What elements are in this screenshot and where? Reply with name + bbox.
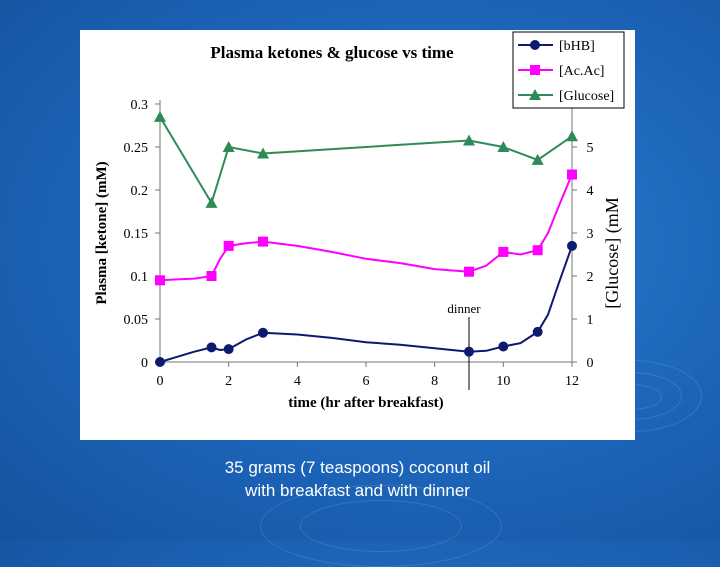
y2-tick-label: 2 [587, 270, 594, 285]
x-tick-label: 2 [225, 374, 232, 389]
y2-tick-label: 0 [587, 356, 594, 371]
x-axis-label: time (hr after breakfast) [288, 395, 443, 411]
x-tick-label: 4 [294, 374, 301, 389]
y2-tick-label: 4 [587, 184, 594, 199]
y-tick-label: 0.25 [124, 141, 149, 156]
legend-marker-3 [529, 89, 541, 100]
series-1-point [155, 357, 165, 367]
series-2-point [223, 240, 234, 251]
legend-label-3: [Glucose] [559, 89, 614, 104]
series-1-point [498, 341, 509, 352]
series-2-point [532, 245, 543, 256]
series-line-1 [159, 245, 573, 363]
y-tick-label: 0.2 [131, 184, 149, 199]
caption-line-2: with breakfast and with dinner [245, 481, 470, 500]
series-3-point [566, 130, 578, 142]
series-3-point [257, 147, 269, 159]
series-1-point [258, 327, 268, 338]
y-tick-label: 0 [141, 356, 148, 371]
series-3-point [154, 110, 166, 122]
y-tick-label: 0.05 [124, 313, 149, 328]
legend-marker-1 [530, 40, 540, 50]
legend-label-1: [bHB] [559, 39, 595, 54]
x-tick-label: 10 [496, 374, 510, 389]
series-2-point [464, 266, 474, 277]
y-tick-label: 0.3 [131, 98, 149, 113]
series-line-2 [159, 174, 573, 282]
series-1-point [223, 344, 234, 355]
x-tick-label: 12 [565, 374, 579, 389]
series-3-point [497, 141, 510, 152]
series-line-3 [159, 116, 573, 204]
y2-tick-label: 1 [587, 313, 594, 328]
x-tick-label: 6 [363, 374, 370, 389]
y-axis-label: Plasma [ketone] (mM) [94, 161, 110, 304]
series-1-point [206, 342, 217, 353]
y-tick-label: 0.15 [124, 227, 149, 242]
caption-line-1: 35 grams (7 teaspoons) coconut oil [224, 458, 491, 477]
x-tick-label: 8 [431, 374, 438, 389]
y2-axis-label: [Glucose] (mM [602, 197, 623, 308]
chart-panel: Plasma ketones & glucose vs time 0 2 4 6 8 10 1… [80, 30, 635, 440]
chart-title: Plasma ketones & glucose vs time [210, 43, 454, 62]
series-2-point [258, 236, 268, 247]
series-3-point [531, 153, 544, 165]
series-2-point [567, 169, 577, 180]
series-1-point [464, 346, 474, 357]
series-1-point [532, 326, 543, 337]
series-2-point [206, 271, 217, 281]
series-2-point [155, 275, 165, 286]
legend-label-2: [Ac.Ac] [559, 64, 604, 79]
series-3-point [205, 196, 218, 208]
series-3-point [222, 141, 235, 152]
series-3-point [463, 134, 475, 146]
y2-tick-label: 3 [587, 227, 594, 242]
series-2-point [498, 246, 509, 257]
series-1-point [567, 240, 577, 251]
annotation-label: dinner [447, 301, 481, 316]
x-tick-label: 0 [157, 374, 164, 389]
y2-tick-label: 5 [587, 141, 594, 156]
y-tick-label: 0.1 [131, 270, 149, 285]
legend-marker-2 [530, 65, 540, 75]
